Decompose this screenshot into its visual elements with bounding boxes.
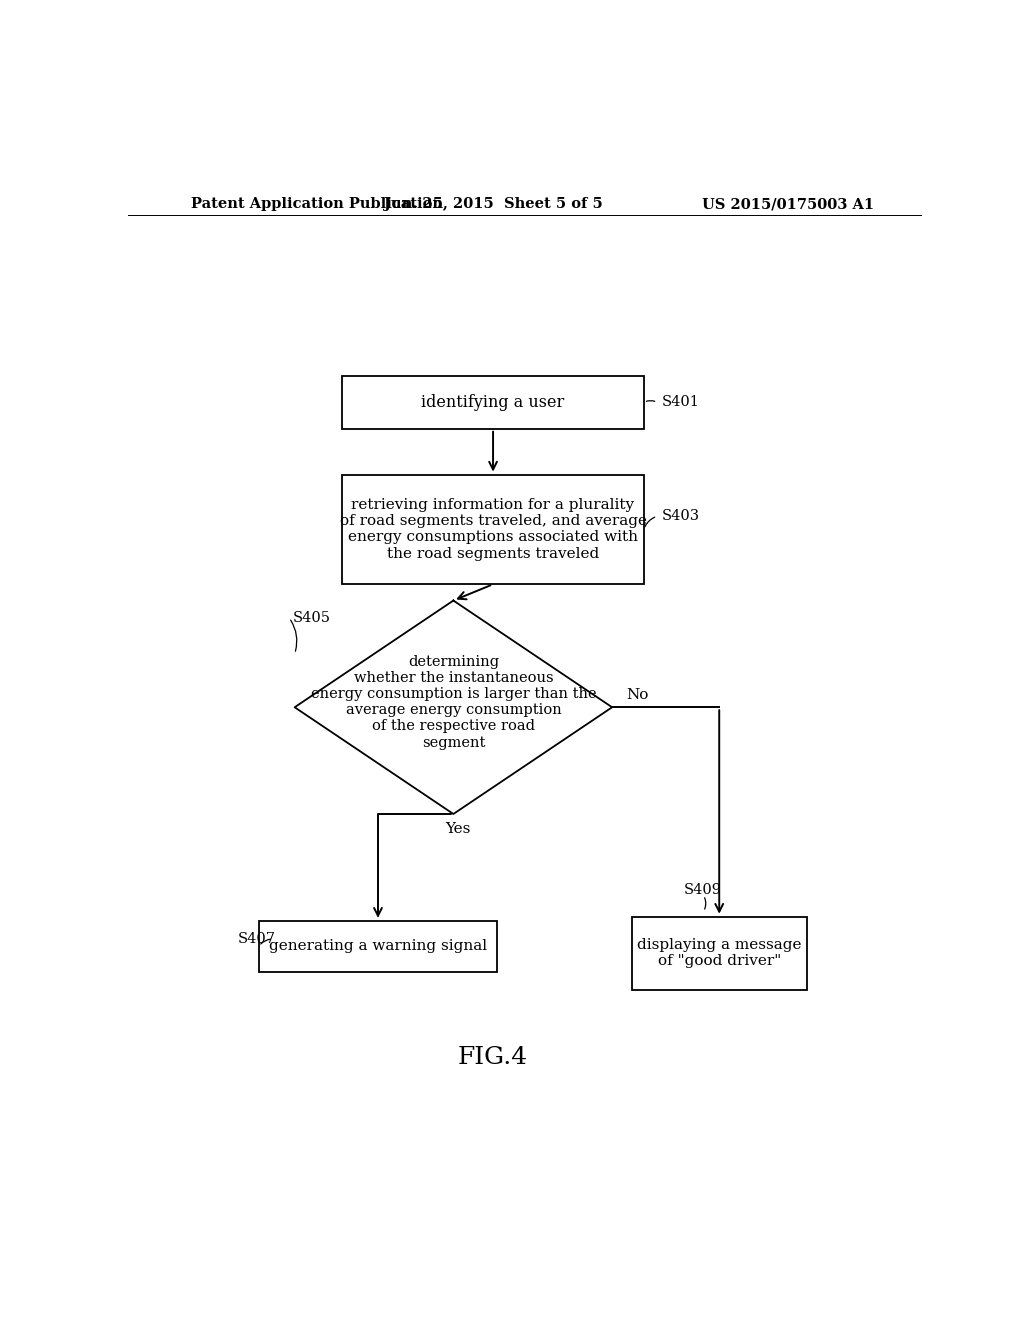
Text: FIG.4: FIG.4	[458, 1047, 528, 1069]
Text: identifying a user: identifying a user	[422, 393, 564, 411]
FancyBboxPatch shape	[632, 916, 807, 990]
Text: S409: S409	[684, 883, 722, 898]
Text: generating a warning signal: generating a warning signal	[269, 939, 487, 953]
FancyBboxPatch shape	[342, 474, 644, 585]
Text: S401: S401	[662, 395, 699, 409]
Text: Patent Application Publication: Patent Application Publication	[191, 197, 443, 211]
Text: S407: S407	[238, 932, 275, 946]
Text: S405: S405	[293, 611, 331, 624]
Text: determining
whether the instantaneous
energy consumption is larger than the
aver: determining whether the instantaneous en…	[310, 655, 596, 750]
Text: US 2015/0175003 A1: US 2015/0175003 A1	[701, 197, 873, 211]
FancyBboxPatch shape	[259, 921, 497, 972]
Text: displaying a message
of "good driver": displaying a message of "good driver"	[637, 939, 802, 969]
Text: No: No	[627, 688, 649, 702]
Text: Jun. 25, 2015  Sheet 5 of 5: Jun. 25, 2015 Sheet 5 of 5	[384, 197, 602, 211]
Text: Yes: Yes	[445, 822, 471, 837]
Text: retrieving information for a plurality
of road segments traveled, and average
en: retrieving information for a plurality o…	[340, 498, 646, 561]
FancyBboxPatch shape	[342, 376, 644, 429]
Text: S403: S403	[662, 510, 699, 523]
